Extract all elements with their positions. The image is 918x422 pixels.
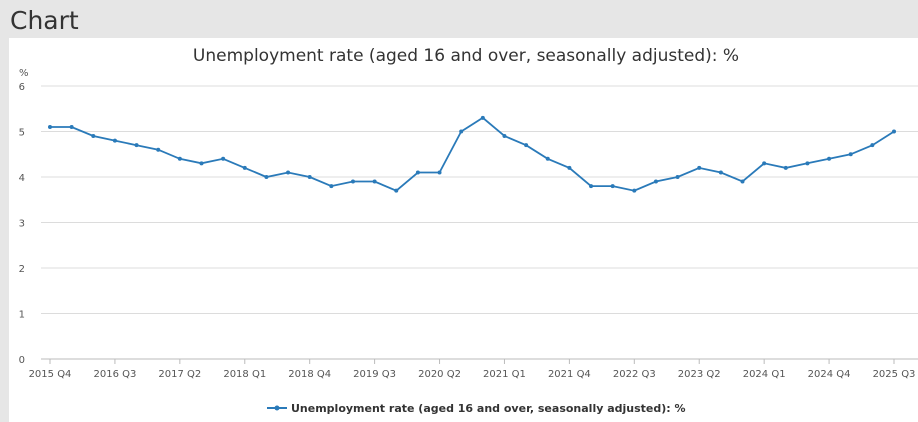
data-point[interactable]: 2015 Q4: 5.1 bbox=[48, 124, 52, 129]
data-point[interactable]: 2020 Q2: 4.1 bbox=[437, 170, 442, 175]
series-points: 2015 Q4: 5.1 2016 Q1: 5.1 2016 Q2: 4.9 2016… bbox=[48, 115, 896, 193]
y-axis-ticks: 0 1 2 3 4 5 6 bbox=[19, 82, 25, 366]
series-line bbox=[50, 116, 895, 192]
x-tick-label: 2015 Q4 bbox=[29, 369, 72, 380]
data-point[interactable]: 2018 Q2: 4 bbox=[264, 175, 269, 179]
data-point[interactable]: 2025 Q1: 4.5 bbox=[848, 152, 853, 157]
x-tick-label: 2018 Q1 bbox=[223, 369, 266, 380]
y-tick-label: 2 bbox=[19, 264, 25, 275]
data-point[interactable]: 2016 Q1: 5.1 bbox=[69, 124, 74, 129]
data-point[interactable]: 2020 Q4: 5.3 bbox=[480, 115, 485, 120]
legend[interactable]: Unemployment rate (aged 16 and over, sea… bbox=[267, 402, 686, 415]
x-tick-label: 2021 Q4 bbox=[548, 369, 591, 380]
data-point[interactable]: 2021 Q4: 4.2 bbox=[567, 165, 572, 170]
data-point[interactable]: 2021 Q2: 4.7 bbox=[524, 143, 529, 148]
y-tick-label: 6 bbox=[19, 82, 25, 93]
x-tick-label: 2016 Q3 bbox=[93, 369, 136, 380]
data-point[interactable]: 2017 Q1: 4.6 bbox=[156, 147, 161, 152]
y-tick-label: 5 bbox=[19, 128, 25, 139]
gridlines bbox=[41, 85, 918, 360]
data-point[interactable]: 2016 Q2: 4.9 bbox=[91, 134, 96, 139]
data-point[interactable]: 2022 Q3: 3.7 bbox=[632, 188, 637, 193]
y-axis-unit: % bbox=[19, 68, 29, 79]
data-point[interactable]: 2023 Q4: 3.9 bbox=[740, 179, 745, 184]
x-tick-label: 2024 Q4 bbox=[808, 369, 851, 380]
data-point[interactable]: 2016 Q4: 4.7 bbox=[134, 143, 139, 148]
data-point[interactable]: 2022 Q1: 3.8 bbox=[589, 184, 594, 189]
x-axis-ticks: 2015 Q4 2016 Q3 2017 Q2 2018 Q1 2018 Q4 2019 … bbox=[29, 359, 916, 380]
data-point[interactable]: 2022 Q2: 3.8 bbox=[610, 184, 615, 189]
data-point[interactable]: 2021 Q3: 4.4 bbox=[545, 156, 550, 161]
data-point[interactable]: 2025 Q2: 4.7 bbox=[870, 143, 875, 148]
data-point[interactable]: 2018 Q1: 4.2 bbox=[242, 165, 247, 170]
y-tick-label: 3 bbox=[19, 219, 25, 230]
x-tick-label: 2024 Q1 bbox=[743, 369, 786, 380]
x-tick-label: 2022 Q3 bbox=[613, 369, 656, 380]
data-point[interactable]: 2023 Q3: 4.1 bbox=[718, 170, 723, 175]
chart-title: Unemployment rate (aged 16 and over, sea… bbox=[193, 46, 739, 66]
data-point[interactable]: 2019 Q3: 3.9 bbox=[372, 179, 377, 184]
x-tick-label: 2023 Q2 bbox=[678, 369, 721, 380]
y-tick-label: 4 bbox=[19, 173, 25, 184]
data-point[interactable]: 2025 Q3: 5 bbox=[892, 129, 896, 134]
x-tick-label: 2025 Q3 bbox=[873, 369, 916, 380]
data-point[interactable]: 2024 Q2: 4.2 bbox=[783, 165, 788, 170]
data-point[interactable]: 2020 Q1: 4.1 bbox=[415, 170, 420, 175]
data-point[interactable]: 2019 Q2: 3.9 bbox=[350, 179, 355, 184]
data-point[interactable]: 2017 Q2: 4.4 bbox=[177, 156, 182, 161]
x-tick-label: 2017 Q2 bbox=[158, 369, 201, 380]
data-point[interactable]: 2023 Q2: 4.2 bbox=[697, 165, 702, 170]
data-point[interactable]: 2018 Q4: 4 bbox=[307, 175, 312, 179]
data-point[interactable]: 2016 Q3: 4.8 bbox=[112, 138, 117, 143]
data-point[interactable]: 2024 Q3: 4.3 bbox=[805, 161, 810, 166]
x-tick-label: 2021 Q1 bbox=[483, 369, 526, 380]
y-tick-label: 0 bbox=[19, 355, 25, 366]
y-tick-label: 1 bbox=[19, 310, 25, 321]
x-tick-label: 2018 Q4 bbox=[288, 369, 331, 380]
data-point[interactable]: 2022 Q4: 3.9 bbox=[653, 179, 658, 184]
data-point[interactable]: 2021 Q1: 4.9 bbox=[502, 134, 507, 139]
data-point[interactable]: 2019 Q4: 3.7 bbox=[394, 188, 399, 193]
legend-swatch-marker bbox=[274, 405, 280, 411]
data-point[interactable]: 2024 Q1: 4.3 bbox=[762, 161, 767, 166]
x-tick-label: 2020 Q2 bbox=[418, 369, 461, 380]
line-chart: Unemployment rate (aged 16 and over, sea… bbox=[19, 46, 918, 415]
chart-panel: Unemployment rate (aged 16 and over, sea… bbox=[9, 38, 918, 422]
legend-label: Unemployment rate (aged 16 and over, sea… bbox=[291, 402, 686, 415]
data-point[interactable]: 2020 Q3: 5 bbox=[459, 129, 464, 134]
data-point[interactable]: 2018 Q3: 4.1 bbox=[286, 170, 291, 175]
x-tick-label: 2019 Q3 bbox=[353, 369, 396, 380]
data-point[interactable]: 2019 Q1: 3.8 bbox=[329, 184, 334, 189]
data-point[interactable]: 2024 Q4: 4.4 bbox=[827, 156, 832, 161]
data-point[interactable]: 2017 Q4: 4.4 bbox=[221, 156, 226, 161]
data-point[interactable]: 2017 Q3: 4.3 bbox=[199, 161, 204, 166]
page-title: Chart bbox=[10, 6, 79, 35]
data-point[interactable]: 2023 Q1: 4 bbox=[675, 175, 680, 179]
